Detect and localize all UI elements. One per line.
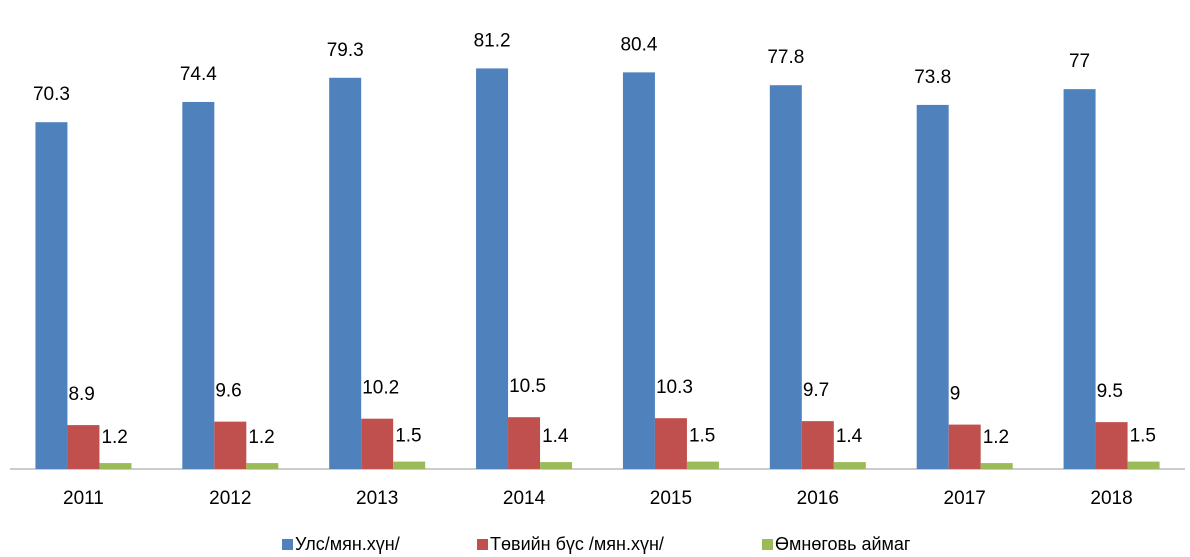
data-label: 1.4 [542,426,569,447]
data-label: 1.2 [101,427,127,448]
legend-label: Төвийн бүс /мян.хүн/ [490,534,664,554]
bar [686,461,719,469]
data-label: 70.3 [33,84,70,105]
x-tick-label: 2014 [503,488,546,509]
x-tick-label: 2015 [650,488,692,509]
x-tick-label: 2011 [63,488,104,509]
x-tick-label: 2018 [1090,488,1132,509]
data-label: 79.3 [327,40,364,61]
data-label: 10.5 [509,376,546,397]
bar [67,425,100,469]
bar [769,85,802,469]
bar [1063,89,1096,469]
bar [476,68,509,469]
bar [508,417,541,469]
data-label: 77 [1069,51,1090,72]
data-label: 9 [950,384,961,405]
data-label: 9.6 [215,381,241,402]
bar [246,463,279,469]
bar [540,462,573,469]
data-label: 9.7 [803,380,829,401]
x-tick-label: 2012 [209,488,251,509]
data-label: 9.5 [1097,381,1123,402]
bar [801,421,834,469]
bar [1095,422,1128,469]
bar [654,418,687,469]
bar [916,104,949,470]
data-label: 80.4 [620,34,657,55]
bar [99,463,132,469]
data-label: 10.2 [362,378,399,399]
bar [833,462,866,469]
data-label: 1.2 [983,427,1009,448]
legend-swatch [477,539,488,550]
x-tick-label: 2016 [797,488,839,509]
bar [980,463,1013,469]
bar [1127,461,1160,469]
data-label: 8.9 [68,384,94,405]
bar [35,122,68,469]
data-label: 1.5 [689,426,715,447]
legend-label: Улс/мян.хүн/ [295,534,400,554]
data-label: 1.5 [395,426,421,447]
data-label: 81.2 [474,30,511,51]
legend-label: Өмнөговь аймаг [775,534,911,554]
data-label: 74.4 [180,64,217,85]
legend-swatch [282,539,293,550]
data-label: 1.2 [248,427,274,448]
bar [329,77,362,469]
data-label: 1.5 [1130,426,1156,447]
data-label: 73.8 [914,67,951,88]
data-label: 1.4 [836,426,863,447]
bar [361,418,394,469]
bar [622,72,655,470]
bar [182,101,215,470]
bar [214,421,247,469]
x-tick-label: 2013 [356,488,398,509]
legend-swatch [762,539,773,550]
data-label: 77.8 [767,47,804,68]
data-label: 10.3 [656,377,693,398]
bar [948,424,981,469]
bar [393,461,426,469]
x-tick-label: 2017 [944,488,986,509]
